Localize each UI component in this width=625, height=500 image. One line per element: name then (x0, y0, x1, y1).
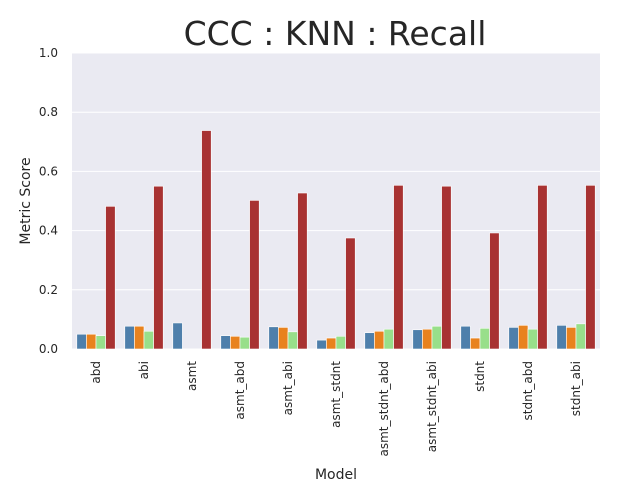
x-tick-label: asmt_abd (233, 361, 247, 420)
bar-stdnt_abd-1 (518, 325, 529, 350)
x-tick-label: stdnt (473, 361, 487, 392)
x-axis-label: Model (315, 467, 357, 483)
y-tick-labels: 0.0 0.2 0.4 0.6 0.8 1.0 (39, 46, 58, 356)
bar-asmt_stdnt_abd-1 (374, 330, 385, 350)
bar-asmt_stdnt_abi-3 (441, 185, 452, 350)
bar-asmt_stdnt-1 (326, 337, 337, 350)
bar-abi-2 (143, 330, 154, 350)
bar-stdnt_abi-0 (556, 325, 567, 350)
bar-stdnt-3 (489, 232, 500, 350)
x-tick-labels: abd abi asmt asmt_abd asmt_abi asmt_stdnt asmt… (89, 361, 583, 457)
y-tick-label: 0.4 (39, 224, 58, 238)
bar-abi-3 (153, 185, 164, 350)
bar-asmt-0 (172, 322, 183, 350)
bar-stdnt_abd-2 (527, 328, 538, 350)
x-tick-label: asmt_stdnt_abi (425, 361, 439, 452)
x-tick-label: stdnt_abd (521, 361, 535, 420)
bar-asmt_abi-2 (287, 331, 298, 350)
bar-asmt_abi-3 (297, 192, 308, 350)
bar-stdnt_abd-0 (508, 327, 519, 350)
bar-stdnt_abi-3 (585, 185, 596, 350)
bar-abd-3 (105, 206, 116, 350)
bars (76, 130, 596, 350)
bar-asmt_stdnt_abi-0 (412, 329, 423, 350)
x-tick-label: asmt_abi (281, 361, 295, 415)
bar-asmt_abd-2 (239, 336, 250, 350)
bar-abi-0 (124, 325, 135, 350)
bar-asmt_abd-0 (220, 335, 231, 350)
bar-asmt-3 (201, 130, 212, 350)
bar-abd-1 (86, 333, 97, 350)
y-tick-label: 0.0 (39, 342, 58, 356)
y-tick-label: 0.8 (39, 105, 58, 119)
y-tick-label: 0.2 (39, 283, 58, 297)
bar-asmt_stdnt_abd-2 (383, 328, 394, 350)
bar-stdnt_abi-2 (575, 323, 586, 350)
bar-stdnt-2 (479, 327, 490, 350)
chart-title: CCC : KNN : Recall (184, 14, 487, 53)
bar-abi-1 (134, 325, 145, 350)
bar-asmt_stdnt_abd-0 (364, 332, 375, 350)
bar-stdnt-1 (470, 337, 481, 350)
x-tick-label: abi (137, 361, 151, 379)
x-tick-label: asmt_stdnt_abd (377, 361, 391, 456)
bar-asmt_stdnt_abi-1 (422, 328, 433, 350)
x-tick-label: asmt_stdnt (329, 361, 343, 428)
bar-stdnt-0 (460, 325, 471, 350)
x-tick-label: abd (89, 361, 103, 384)
bar-asmt_abi-0 (268, 326, 279, 350)
bar-stdnt_abi-1 (566, 327, 577, 350)
y-axis-label: Metric Score (18, 157, 34, 244)
bar-asmt_abd-3 (249, 200, 260, 350)
bar-abd-0 (76, 333, 87, 350)
bar-asmt_stdnt_abi-2 (431, 325, 442, 350)
x-tick-label: stdnt_abi (569, 361, 583, 416)
bar-abd-2 (95, 335, 106, 350)
x-tick-label: asmt (185, 361, 199, 391)
bar-asmt_abi-1 (278, 327, 289, 350)
bar-asmt_stdnt-0 (316, 339, 327, 350)
bar-stdnt_abd-3 (537, 185, 548, 350)
y-tick-label: 1.0 (39, 46, 58, 60)
y-tick-label: 0.6 (39, 164, 58, 178)
bar-asmt_stdnt-2 (335, 335, 346, 350)
bar-asmt_stdnt-3 (345, 237, 356, 350)
plot-area (72, 53, 600, 349)
bar-asmt_abd-1 (230, 335, 241, 350)
bar-asmt_stdnt_abd-3 (393, 185, 404, 350)
